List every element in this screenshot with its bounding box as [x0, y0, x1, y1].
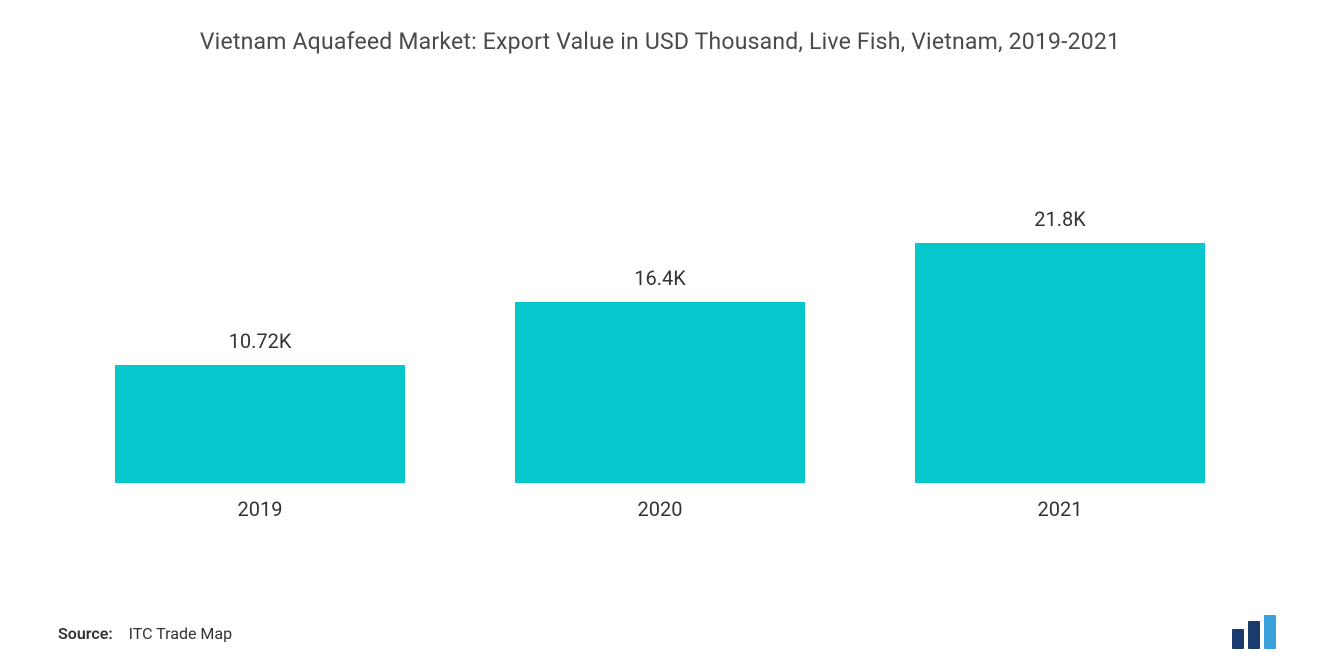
chart-title: Vietnam Aquafeed Market: Export Value in… [0, 0, 1320, 63]
source-attribution: Source: ITC Trade Map [58, 624, 232, 643]
bar-2020 [515, 302, 805, 483]
bar-value-label: 16.4K [634, 266, 686, 290]
bar-2021 [915, 243, 1205, 483]
x-label-2019: 2019 [115, 497, 405, 521]
source-label: Source: [58, 624, 113, 643]
chart-container: Vietnam Aquafeed Market: Export Value in… [0, 0, 1320, 665]
bar-2019 [115, 365, 405, 483]
bar-group-2021: 21.8K [915, 207, 1205, 483]
source-value: ITC Trade Map [129, 624, 232, 643]
bar-value-label: 21.8K [1034, 207, 1086, 231]
bars-row: 10.72K 16.4K 21.8K [60, 123, 1260, 483]
bar-group-2019: 10.72K [115, 329, 405, 483]
bar-value-label: 10.72K [229, 329, 292, 353]
x-label-2020: 2020 [515, 497, 805, 521]
x-label-2021: 2021 [915, 497, 1205, 521]
chart-plot-area: 10.72K 16.4K 21.8K 2019 2020 2021 [60, 83, 1260, 513]
x-axis-labels: 2019 2020 2021 [60, 497, 1260, 521]
bar-group-2020: 16.4K [515, 266, 805, 483]
brand-logo-icon [1230, 615, 1284, 649]
